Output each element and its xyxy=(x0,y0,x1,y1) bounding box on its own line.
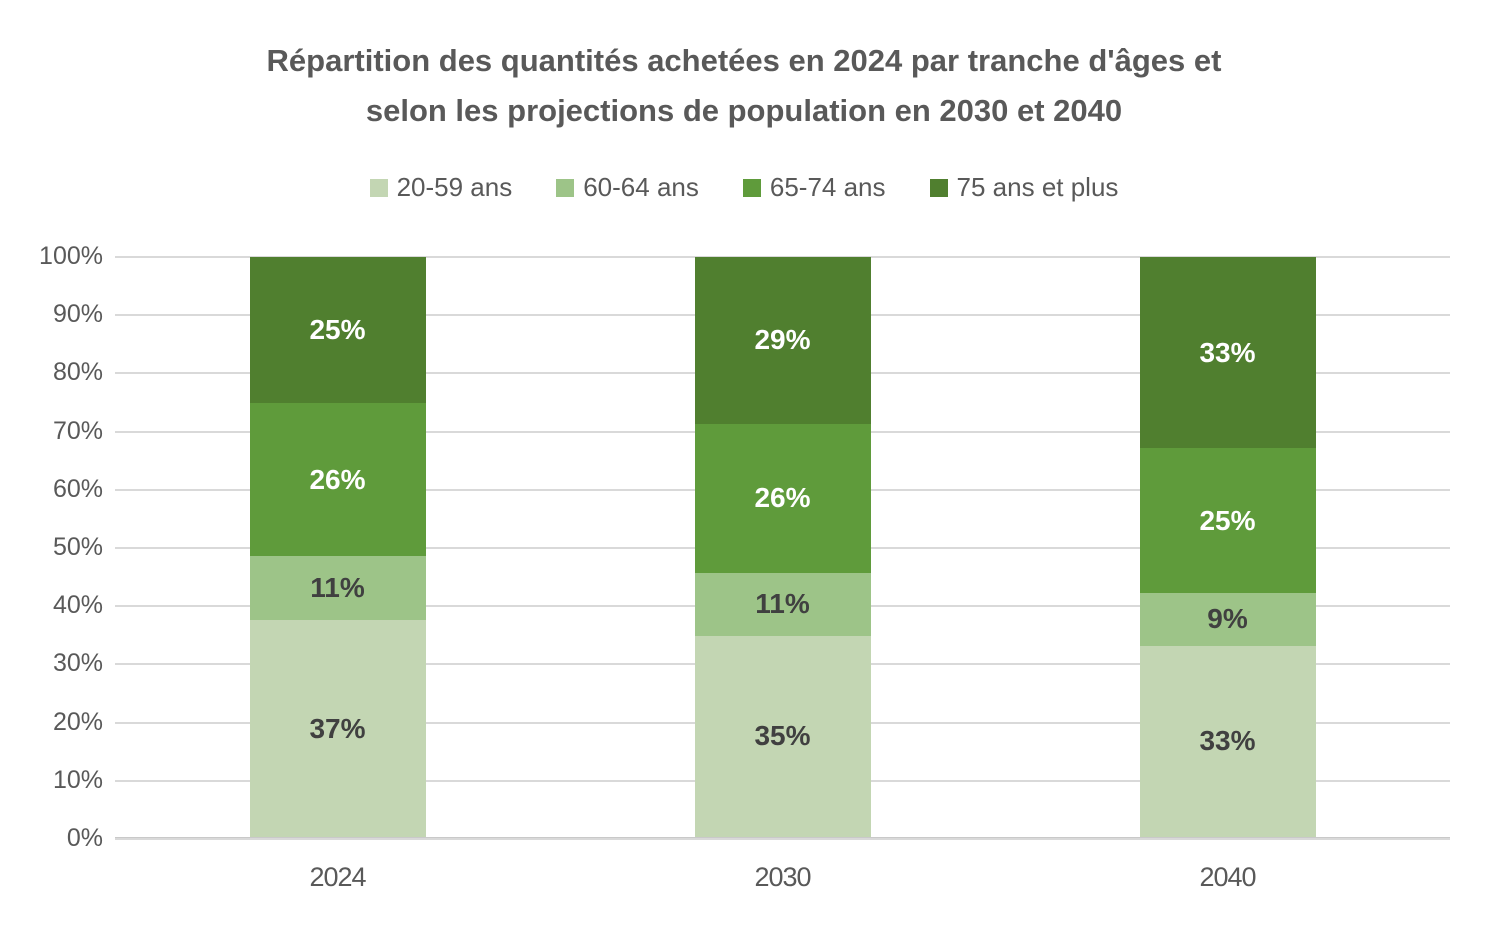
y-axis-tick-label: 40% xyxy=(52,591,103,620)
legend-swatch-icon xyxy=(556,178,575,197)
x-axis: 2024 2030 2040 xyxy=(115,862,1450,893)
legend-swatch-icon xyxy=(369,178,388,197)
bar-2024: 25% 26% 11% 37% xyxy=(249,257,426,837)
bar-segment-label: 29% xyxy=(754,324,811,356)
bar-segment-2024-65-74-ans: 26% xyxy=(249,403,426,556)
y-axis-tick-label: 10% xyxy=(52,765,103,794)
legend: 20-59 ans 60-64 ans 65-74 ans 75 ans et plu… xyxy=(0,172,1488,203)
bar-segment-label: 33% xyxy=(1199,336,1256,368)
legend-item-1: 20-59 ans xyxy=(369,172,513,203)
bar-segment-2030-75-ans-et-plus: 29% xyxy=(694,257,871,424)
category-slot-2024: 25% 26% 11% 37% xyxy=(115,257,560,837)
category-slot-2040: 33% 25% 9% 33% xyxy=(1005,257,1450,837)
y-axis-tick-label: 30% xyxy=(52,649,103,678)
bar-segment-2030-65-74-ans: 26% xyxy=(694,423,871,573)
y-axis-tick-label: 50% xyxy=(52,533,103,561)
gridline xyxy=(115,838,1450,840)
legend-item-4: 75 ans et plus xyxy=(929,172,1119,203)
y-axis-tick-label: 90% xyxy=(52,300,103,329)
legend-item-3: 65-74 ans xyxy=(742,172,886,203)
bar-segment-2024-20-59-ans: 37% xyxy=(249,620,426,837)
bar-segment-2024-60-64-ans: 11% xyxy=(249,555,426,621)
x-axis-label-2024: 2024 xyxy=(309,862,366,892)
legend-swatch-icon xyxy=(742,178,761,197)
y-axis-tick-label: 70% xyxy=(52,416,103,445)
legend-label: 65-74 ans xyxy=(769,172,886,202)
bar-segment-label: 11% xyxy=(310,571,365,603)
bar-segment-label: 35% xyxy=(754,720,811,752)
bar-segment-label: 11% xyxy=(755,588,810,620)
bar-segment-label: 37% xyxy=(309,712,366,744)
bar-segment-2030-20-59-ans: 35% xyxy=(694,635,871,837)
y-axis-tick-label: 60% xyxy=(52,474,103,503)
legend-label: 75 ans et plus xyxy=(956,172,1119,202)
bar-segment-label: 25% xyxy=(1199,504,1256,536)
chart-title-line2: selon les projections de population en 2… xyxy=(365,93,1123,129)
bars-row: 25% 26% 11% 37% 29% 26% 11% 35% 33% 25% 9% 33% xyxy=(115,257,1450,837)
category-slot-2030: 29% 26% 11% 35% xyxy=(560,257,1005,837)
bar-segment-label: 26% xyxy=(754,482,811,514)
bar-segment-2040-20-59-ans: 33% xyxy=(1139,645,1316,837)
bar-segment-label: 33% xyxy=(1199,725,1256,757)
legend-item-2: 60-64 ans xyxy=(556,172,699,203)
bar-segment-2040-65-74-ans: 25% xyxy=(1139,448,1316,594)
bar-segment-label: 25% xyxy=(309,314,366,346)
x-axis-label-2040: 2040 xyxy=(1199,862,1256,892)
chart-title-line1: Répartition des quantités achetées en 20… xyxy=(266,43,1222,78)
x-axis-label-2030: 2030 xyxy=(754,862,811,892)
y-axis-tick-label: 20% xyxy=(52,707,103,736)
bar-segment-2030-60-64-ans: 11% xyxy=(694,572,871,636)
bar-2040: 33% 25% 9% 33% xyxy=(1139,257,1316,837)
legend-label: 20-59 ans xyxy=(396,172,513,202)
chart-title: Répartition des quantités achetées en 20… xyxy=(0,36,1488,136)
bar-segment-2040-60-64-ans: 9% xyxy=(1139,593,1316,646)
bar-segment-label: 9% xyxy=(1207,603,1248,635)
bar-2030: 29% 26% 11% 35% xyxy=(694,257,871,837)
y-axis-tick-label: 100% xyxy=(39,242,103,270)
legend-swatch-icon xyxy=(929,178,948,197)
legend-label: 60-64 ans xyxy=(583,172,699,202)
y-axis-tick-label: 0% xyxy=(66,824,103,852)
bar-segment-2024-75-ans-et-plus: 25% xyxy=(249,257,426,404)
bar-segment-label: 26% xyxy=(309,463,366,495)
plot-area: 25% 26% 11% 37% 29% 26% 11% 35% 33% 25% 9% 33% xyxy=(115,256,1450,840)
bar-segment-2040-75-ans-et-plus: 33% xyxy=(1139,257,1316,449)
y-axis-tick-label: 80% xyxy=(52,358,103,387)
